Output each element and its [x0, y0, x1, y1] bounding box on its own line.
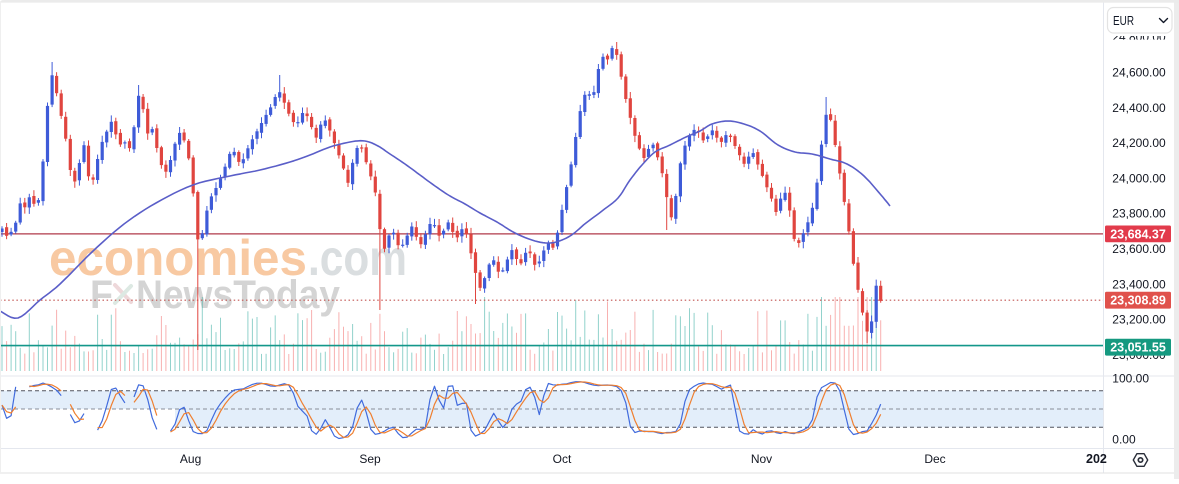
svg-text:0.00: 0.00 — [1112, 433, 1136, 447]
svg-text:202: 202 — [1086, 452, 1107, 466]
svg-text:F: F — [90, 273, 113, 317]
svg-text:100.00: 100.00 — [1112, 372, 1149, 386]
svg-text:Dec: Dec — [924, 452, 945, 466]
svg-text:23,400.00: 23,400.00 — [1112, 277, 1166, 291]
svg-text:24,200.00: 24,200.00 — [1112, 136, 1166, 150]
svg-text:24,400.00: 24,400.00 — [1112, 101, 1166, 115]
svg-text:24,600.00: 24,600.00 — [1112, 66, 1166, 80]
svg-text:Nov: Nov — [751, 452, 772, 466]
svg-text:NewsToday: NewsToday — [136, 273, 341, 317]
svg-text:economies: economies — [49, 230, 307, 286]
svg-text:EUR: EUR — [1113, 13, 1134, 28]
svg-text:23,684.37: 23,684.37 — [1110, 227, 1166, 241]
svg-text:23,200.00: 23,200.00 — [1112, 313, 1166, 327]
svg-text:23,600.00: 23,600.00 — [1112, 242, 1166, 256]
svg-text:24,000.00: 24,000.00 — [1112, 171, 1166, 185]
svg-text:23,800.00: 23,800.00 — [1112, 207, 1166, 221]
svg-text:23,308.89: 23,308.89 — [1110, 294, 1166, 308]
svg-text:23,051.55: 23,051.55 — [1110, 341, 1166, 355]
svg-text:24,800.00: 24,800.00 — [1112, 30, 1166, 44]
svg-text:Oct: Oct — [553, 452, 572, 466]
svg-text:Aug: Aug — [180, 452, 201, 466]
svg-text:Sep: Sep — [359, 452, 381, 466]
